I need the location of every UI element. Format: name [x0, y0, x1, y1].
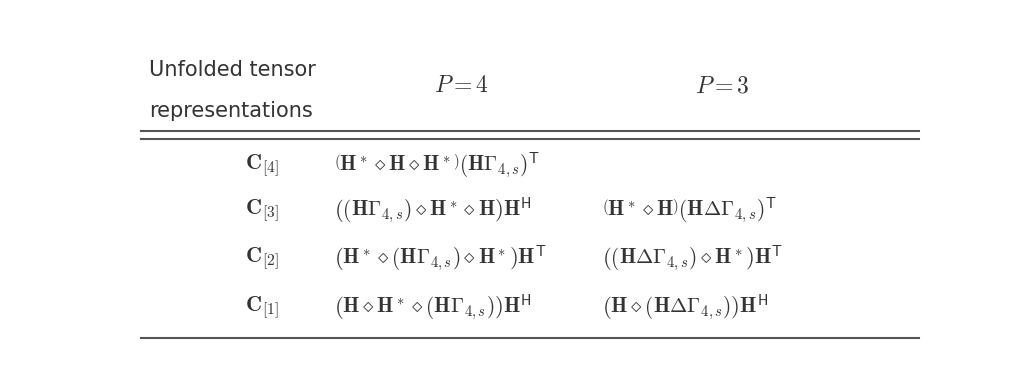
Text: $\left(\left(\mathbf{H}\boldsymbol{\Delta}\boldsymbol{\Gamma}_{4,s}\right) \diam: $\left(\left(\mathbf{H}\boldsymbol{\Delt…: [602, 243, 783, 274]
Text: $\mathbf{C}_{[3]}$: $\mathbf{C}_{[3]}$: [245, 197, 278, 223]
Text: $\mathbf{C}_{[4]}$: $\mathbf{C}_{[4]}$: [245, 152, 278, 179]
Text: $\left(\mathbf{H} \diamond \left(\mathbf{H}\boldsymbol{\Delta}\boldsymbol{\Gamma: $\left(\mathbf{H} \diamond \left(\mathbf…: [602, 293, 768, 323]
Text: $\mathbf{C}_{[2]}$: $\mathbf{C}_{[2]}$: [245, 245, 278, 271]
Text: $\left(\mathbf{H}^* \diamond \mathbf{H}\right)\left(\mathbf{H}\boldsymbol{\Delta: $\left(\mathbf{H}^* \diamond \mathbf{H}\…: [602, 195, 777, 226]
Text: $P = 4$: $P = 4$: [434, 74, 489, 97]
Text: Unfolded tensor: Unfolded tensor: [149, 60, 316, 80]
Text: $\left(\left(\mathbf{H}\boldsymbol{\Gamma}_{4,s}\right) \diamond \mathbf{H}^* \d: $\left(\left(\mathbf{H}\boldsymbol{\Gamm…: [334, 195, 531, 226]
Text: $\left(\mathbf{H}^* \diamond \mathbf{H} \diamond \mathbf{H}^*\right)\left(\mathb: $\left(\mathbf{H}^* \diamond \mathbf{H} …: [334, 150, 540, 181]
Text: $\left(\mathbf{H}^* \diamond \left(\mathbf{H}\boldsymbol{\Gamma}_{4,s}\right) \d: $\left(\mathbf{H}^* \diamond \left(\math…: [334, 243, 546, 274]
Text: $\mathbf{C}_{[1]}$: $\mathbf{C}_{[1]}$: [245, 295, 278, 321]
Text: $P = 3$: $P = 3$: [695, 74, 750, 97]
Text: representations: representations: [149, 101, 313, 121]
Text: $\left(\mathbf{H} \diamond \mathbf{H}^* \diamond \left(\mathbf{H}\boldsymbol{\Ga: $\left(\mathbf{H} \diamond \mathbf{H}^* …: [334, 293, 531, 323]
